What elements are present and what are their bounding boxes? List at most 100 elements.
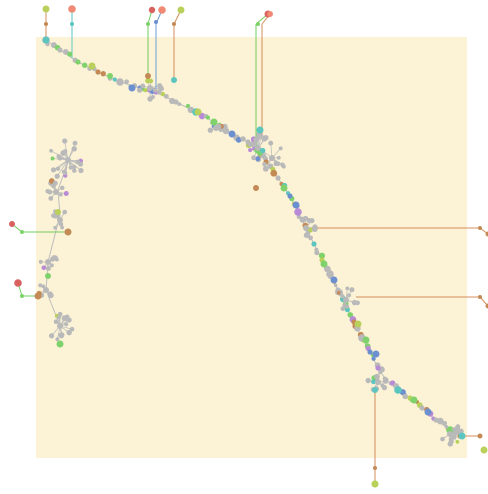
highlight-node [354,320,362,328]
ext-top-3-root [145,73,151,79]
left-cluster-1-node [54,173,60,179]
ext-bottom-1-endpoint [371,480,379,488]
left-cluster-5-hub [43,287,49,293]
cluster-e-hub [343,297,349,303]
hub-node [116,78,124,86]
cluster-e-node [346,293,352,298]
cluster-b-node [255,156,261,162]
left-cluster-6-node [66,329,72,336]
chain-node [81,62,88,68]
hub-node [367,349,373,355]
highlight-node [56,340,64,348]
highlight-node [256,126,264,134]
highlight-node [424,408,432,416]
cluster-a-hub [147,85,153,91]
ext-top-5-endpoint [177,6,185,14]
highlight-node [210,118,218,126]
left-cluster-2-node [47,189,53,195]
ext-bottom-1-mid [373,466,377,470]
left-cluster-1-node [71,164,77,170]
hub-node [275,175,281,181]
cluster-d-node [303,215,309,221]
left-cluster-1-node [49,148,53,153]
cluster-c-node [259,147,266,154]
ext-top-2-endpoint [68,5,76,13]
ext-left-1-mid [20,230,24,234]
ext-left-1-root [64,228,72,236]
hub-node [433,417,439,423]
chain-node [437,417,444,425]
highlight-node [88,62,96,70]
cluster-d-node [312,226,318,232]
left-cluster-4-node [49,263,54,268]
chain-node [333,283,338,288]
cluster-c-node [262,165,269,172]
hub-node [326,270,334,278]
cluster-b-node [251,155,257,161]
cluster-g-node [447,441,453,447]
highlight-node [55,209,61,215]
chain-node [124,79,129,85]
left-cluster-1-node [62,138,68,144]
cluster-b-node [248,147,253,153]
left-cluster-6-node [56,315,62,320]
ext-right-3-endpoint [477,433,483,439]
cluster-b-node [255,135,261,141]
chain-node [314,250,320,256]
ext-left-2-mid [20,294,24,298]
left-cluster-1-edge [56,159,69,177]
cluster-f-node [380,383,385,388]
chain-node [67,51,73,57]
left-cluster-3-node [62,209,68,215]
hub-node [419,405,425,411]
cluster-h-hub [213,125,219,131]
left-cluster-1-node [71,146,77,152]
left-cluster-5-node [47,291,53,296]
left-cluster-6-node [69,326,75,332]
ext-right-2-endpoint [485,303,488,309]
left-cluster-2-node [48,195,54,201]
cluster-e-node [355,300,360,306]
ext-right-1-endpoint [485,231,488,237]
cluster-a-node [147,96,153,102]
highlight-node [280,184,288,192]
chain-node [378,370,382,375]
cluster-c-node [262,161,267,167]
ext-top-4-mid [154,20,158,24]
chain-node [100,70,106,77]
cluster-b-node [259,134,264,138]
chain-node [240,136,246,142]
left-cluster-2-node [59,185,65,191]
hub-node [173,99,179,105]
left-cluster-1-node [55,166,61,171]
highlight-node [292,201,300,209]
ext-top-3-mid [146,22,150,26]
ext-top-5-root [171,77,177,83]
ext-top-5-mid [172,22,176,26]
hub-node [287,193,293,199]
chain-node [112,77,117,82]
left-cluster-4-node [52,255,58,261]
chain-node [270,169,278,177]
highlight-node [228,130,236,138]
left-cluster-1-node [63,170,68,176]
hub-node [57,47,63,53]
left-cluster-1-node [78,167,84,174]
cluster-e-node [345,304,350,309]
cluster-b-node [263,134,269,141]
left-cluster-2-node [58,192,63,197]
cluster-g-hub [447,431,453,437]
left-cluster-6-node [58,332,65,339]
ext-top-6-mid [256,22,260,26]
ext-right-3-b [480,446,488,454]
chain-node [62,49,69,55]
cluster-a-node [159,86,164,91]
ext-top-3-endpoint [148,6,156,14]
chain-node [185,103,191,108]
chain-node [160,91,165,97]
hub-node [294,208,302,216]
left-cluster-1-node [75,159,81,165]
cluster-e-node [345,286,350,291]
ext-bottom-1-root [372,387,378,393]
chain-node [296,214,301,220]
